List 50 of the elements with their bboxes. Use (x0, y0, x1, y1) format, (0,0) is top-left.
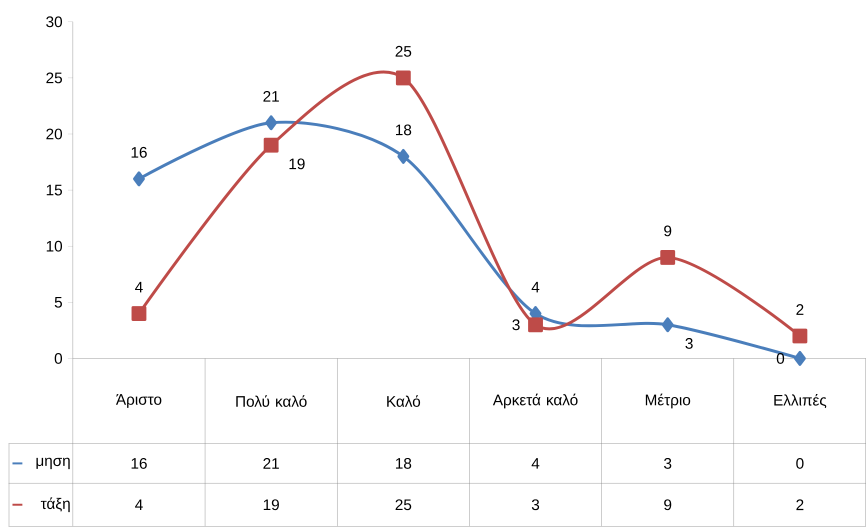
point (264, 138, 279, 153)
data-label: 2 (796, 500, 804, 510)
legend-label: τάξη (40, 498, 70, 512)
annotation: 25 (396, 46, 412, 57)
x-tick-label: Ελλιπές (774, 394, 826, 408)
x-tick-label: Καλό (387, 395, 420, 407)
y-tick-label: 5 (54, 297, 62, 308)
data-label: 4 (135, 500, 143, 510)
data-label: 0 (796, 458, 804, 469)
annotation: 3 (685, 338, 693, 349)
y-tick-label: 0 (54, 353, 62, 364)
y-tick-label: 25 (46, 72, 62, 84)
y-tick-label: 30 (46, 16, 62, 28)
point (397, 149, 410, 164)
annotation: 16 (132, 147, 147, 158)
annotation: 2 (796, 304, 804, 315)
point (662, 317, 674, 332)
data-label: 25 (396, 499, 412, 510)
point (660, 250, 676, 265)
data-label: 21 (263, 458, 279, 469)
annotation: 21 (263, 91, 279, 102)
point (528, 317, 543, 332)
annotation: 3 (512, 319, 520, 330)
point (396, 70, 411, 86)
point (265, 115, 278, 130)
data-label: 16 (132, 458, 147, 469)
x-tick-label: Πολύ καλό (236, 395, 307, 407)
x-tick-label: Μέτριο (646, 394, 690, 408)
data-label: 19 (264, 499, 279, 510)
annotation: 19 (289, 158, 305, 170)
data-label: 3 (664, 458, 672, 469)
y-tick-label: 20 (46, 128, 62, 140)
annotation: 4 (135, 282, 143, 293)
data-label: 18 (396, 458, 412, 469)
annotation: 0 (776, 353, 784, 364)
y-tick-label: 15 (46, 184, 62, 196)
data-label: 9 (664, 499, 672, 510)
legend-label: μηση (36, 458, 70, 470)
y-tick-label: 10 (46, 240, 62, 252)
annotation: 9 (664, 226, 672, 236)
data-label: 4 (532, 458, 540, 469)
data-label: 3 (532, 499, 540, 510)
x-tick-label: Άριστο (116, 394, 162, 408)
annotation: 4 (532, 282, 540, 293)
point (133, 172, 145, 186)
annotation: 18 (396, 124, 412, 136)
x-tick-label: Αρκετά καλό (492, 394, 578, 408)
point (794, 351, 806, 366)
point (132, 306, 146, 322)
point (792, 328, 808, 344)
